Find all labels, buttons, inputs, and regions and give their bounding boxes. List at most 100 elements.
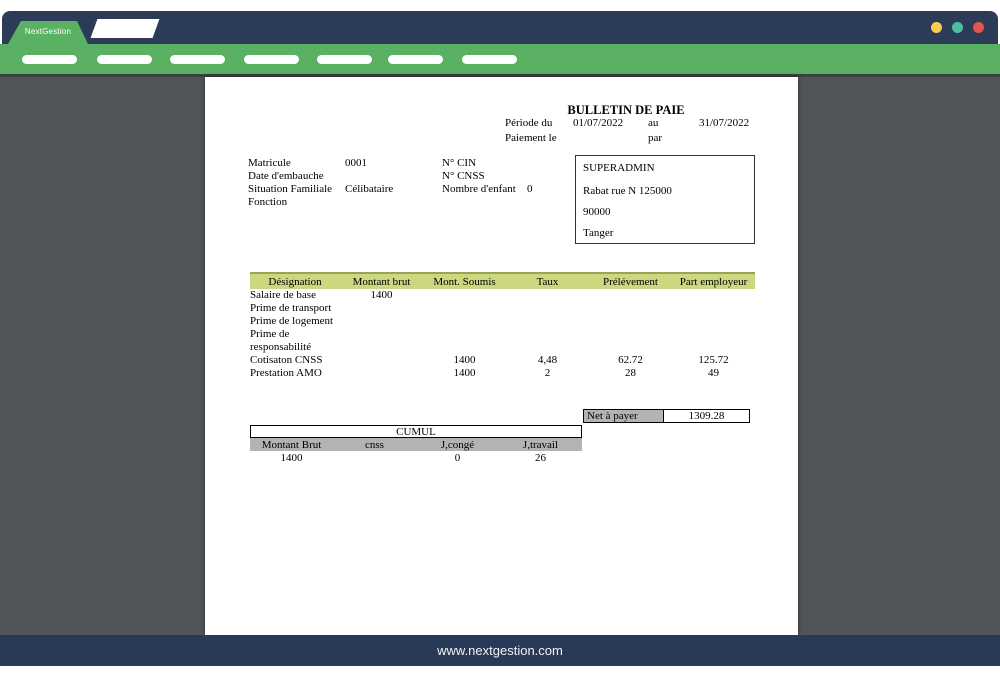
browser-toolbar: [0, 44, 1000, 74]
col-mont-soumis: Mont. Soumis: [423, 272, 506, 289]
net-label: Net à payer: [583, 409, 664, 423]
cell: [672, 302, 755, 315]
table-row: Prime de logement: [250, 315, 755, 328]
cell: [340, 354, 423, 367]
cumul-values-row: 1400 0 26: [250, 451, 582, 464]
payment-par-label: par: [648, 132, 663, 144]
cumul-col-conge: J,congé: [416, 438, 499, 451]
company-city: Tanger: [583, 227, 614, 239]
cell: [340, 367, 423, 380]
cell: [672, 328, 755, 354]
browser-tab-inactive[interactable]: [90, 19, 160, 38]
col-part-employeur: Part employeur: [672, 272, 755, 289]
cell: [423, 289, 506, 302]
situation-value: Célibataire: [345, 183, 394, 195]
cell: Cotisaton CNSS: [250, 354, 323, 366]
cell: [340, 302, 423, 315]
cell: 125.72: [698, 354, 729, 366]
cell: Prime de transport: [250, 302, 332, 314]
minimize-button[interactable]: [931, 22, 942, 33]
toolbar-item[interactable]: [317, 55, 372, 64]
company-address: Rabat rue N 125000: [583, 185, 672, 197]
toolbar-item[interactable]: [170, 55, 225, 64]
company-name: SUPERADMIN: [583, 162, 655, 174]
cumul-value: 0: [454, 451, 461, 464]
cell: [423, 302, 506, 315]
cell: [506, 315, 589, 328]
cumul-col-montant: Montant Brut: [250, 438, 333, 451]
toolbar-item[interactable]: [244, 55, 299, 64]
table-row: Salaire de base 1400: [250, 289, 755, 302]
table-row: Prestation AMO 1400 2 28 49: [250, 367, 755, 380]
cumul-col-cnss: cnss: [333, 438, 416, 451]
close-button[interactable]: [973, 22, 984, 33]
toolbar-item[interactable]: [22, 55, 77, 64]
enfant-label: Nombre d'enfant: [442, 183, 516, 195]
period-label: Période du: [505, 117, 553, 129]
cell: [340, 328, 423, 354]
tab-label: NextGestion: [24, 27, 72, 36]
cumul-value: 1400: [280, 451, 303, 464]
cell: Salaire de base: [250, 289, 316, 301]
situation-label: Situation Familiale: [248, 183, 333, 195]
cell: [423, 328, 506, 354]
document-viewer: BULLETIN DE PAIE Période du 01/07/2022 a…: [0, 74, 1000, 635]
cell: [340, 315, 423, 328]
payment-label: Paiement le: [505, 132, 557, 144]
window-controls: [931, 22, 984, 33]
net-value: 1309.28: [663, 409, 750, 423]
company-zip: 90000: [583, 206, 611, 218]
col-taux: Taux: [506, 272, 589, 289]
cell: [672, 315, 755, 328]
cnss-label: N° CNSS: [442, 170, 485, 182]
payslip-page: BULLETIN DE PAIE Période du 01/07/2022 a…: [205, 77, 798, 635]
pay-table: Désignation Montant brut Mont. Soumis Ta…: [250, 272, 755, 380]
table-row: Prime de transport: [250, 302, 755, 315]
cumul-col-travail: J,travail: [499, 438, 582, 451]
cell: [589, 289, 672, 302]
matricule-value: 0001: [345, 157, 367, 169]
browser-tab-active[interactable]: NextGestion: [8, 21, 88, 44]
period-to-label: au: [648, 117, 659, 129]
company-box: SUPERADMIN Rabat rue N 125000 90000 Tang…: [575, 155, 755, 244]
cell: [589, 302, 672, 315]
table-row: Prime de responsabilité: [250, 328, 755, 354]
toolbar-item[interactable]: [462, 55, 517, 64]
period-end-date: 31/07/2022: [699, 117, 750, 129]
cell: [589, 328, 672, 354]
cell: 2: [544, 367, 551, 379]
window-titlebar: NextGestion: [2, 11, 998, 44]
footer-bar: www.nextgestion.com: [0, 635, 1000, 666]
col-montant-brut: Montant brut: [340, 272, 423, 289]
cell: [423, 315, 506, 328]
maximize-button[interactable]: [952, 22, 963, 33]
enfant-value: 0: [527, 183, 533, 195]
cumul-section: CUMUL Montant Brut cnss J,congé J,travai…: [250, 425, 582, 464]
cell: 62.72: [618, 354, 643, 366]
cell: Prime de responsabilité: [250, 328, 312, 353]
cumul-title: CUMUL: [250, 425, 582, 438]
cell: [506, 289, 589, 302]
cell: [506, 328, 589, 354]
cumul-header-row: Montant Brut cnss J,congé J,travail: [250, 438, 582, 451]
cell: [672, 289, 755, 302]
page-title: BULLETIN DE PAIE: [567, 103, 685, 117]
cell: 1400: [453, 354, 476, 366]
cell: Prime de logement: [250, 315, 334, 327]
cell: 1400: [370, 289, 393, 301]
cumul-table: Montant Brut cnss J,congé J,travail 1400…: [250, 438, 582, 464]
toolbar-item[interactable]: [388, 55, 443, 64]
cell: 28: [625, 367, 636, 379]
col-designation: Désignation: [250, 272, 340, 289]
col-prelevement: Prélévement: [589, 272, 672, 289]
cumul-value: 26: [535, 451, 546, 464]
cell: 1400: [453, 367, 476, 379]
footer-url[interactable]: www.nextgestion.com: [437, 643, 563, 658]
pay-table-header-row: Désignation Montant brut Mont. Soumis Ta…: [250, 272, 755, 289]
cumul-value: [333, 451, 416, 464]
table-row: Cotisaton CNSS 1400 4,48 62.72 125.72: [250, 354, 755, 367]
embauche-label: Date d'embauche: [248, 170, 324, 182]
cell: [506, 302, 589, 315]
toolbar-item[interactable]: [97, 55, 152, 64]
